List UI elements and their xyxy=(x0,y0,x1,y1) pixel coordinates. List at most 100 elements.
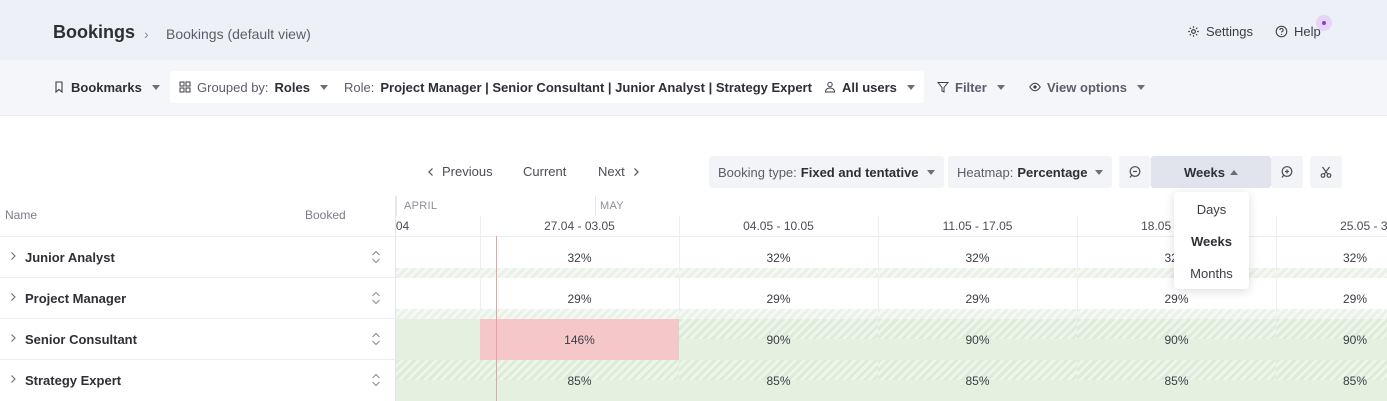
cell-value: 85% xyxy=(567,373,592,388)
chevron-down-icon xyxy=(926,169,935,175)
today-marker xyxy=(496,236,497,401)
timeline-grid: APRIL MAY 6.04 27.04 - 03.05 04.05 - 10.… xyxy=(396,196,1387,401)
filter-icon xyxy=(937,82,949,93)
booking-cell[interactable]: 85% xyxy=(480,360,679,401)
sort-icon[interactable] xyxy=(370,331,382,347)
settings-button[interactable]: Settings xyxy=(1187,24,1253,39)
cell-value: 29% xyxy=(1164,291,1189,306)
cell-value: 29% xyxy=(965,291,990,306)
zoom-out-button[interactable] xyxy=(1119,156,1151,188)
breadcrumb[interactable]: Bookings (default view) xyxy=(166,26,311,42)
bookmarks-dropdown[interactable]: Bookmarks xyxy=(44,71,169,103)
eye-icon xyxy=(1029,82,1041,92)
booking-type-prefix: Booking type: xyxy=(718,164,797,180)
view-options-label: View options xyxy=(1047,79,1127,95)
booking-cell[interactable]: 32% xyxy=(878,237,1077,278)
heatmap-prefix: Heatmap: xyxy=(957,164,1014,180)
week-header: 11.05 - 17.05 xyxy=(942,219,1013,233)
sort-icon[interactable] xyxy=(370,290,382,306)
previous-label: Previous xyxy=(442,164,493,179)
chevron-right-icon[interactable] xyxy=(9,251,17,261)
week-header: 04.05 - 10.05 xyxy=(743,219,814,233)
week-header: 6.04 xyxy=(396,219,410,233)
cell-value: 29% xyxy=(1342,291,1367,306)
help-label: Help xyxy=(1294,24,1321,39)
chevron-right-icon[interactable] xyxy=(9,292,17,302)
booking-cell[interactable]: 32% xyxy=(679,237,878,278)
chevron-down-icon xyxy=(1136,84,1145,90)
booking-cell[interactable]: 29% xyxy=(1077,278,1276,319)
help-button[interactable]: Help xyxy=(1275,24,1321,39)
heatmap-dropdown[interactable]: Heatmap: Percentage xyxy=(948,156,1113,188)
booking-cell[interactable]: 32% xyxy=(1276,237,1387,278)
booking-cell[interactable]: 90% xyxy=(679,319,878,360)
week-divider xyxy=(679,216,680,401)
filter-bar: Bookmarks Grouped by: Roles Role: Project … xyxy=(0,60,1387,116)
chevron-right-icon[interactable] xyxy=(9,333,17,343)
bookmarks-label: Bookmarks xyxy=(71,79,142,95)
booking-cell[interactable]: 90% xyxy=(1077,319,1276,360)
cell-value: 85% xyxy=(1342,373,1367,388)
chevron-right-icon[interactable] xyxy=(9,374,17,384)
cell-value: 85% xyxy=(766,373,791,388)
view-options-dropdown[interactable]: View options xyxy=(1020,71,1154,103)
booking-cell[interactable]: 85% xyxy=(1276,360,1387,401)
booking-cell-overbooked[interactable]: 146% xyxy=(480,319,679,360)
next-button[interactable]: Next xyxy=(598,164,641,179)
chevron-right-icon xyxy=(633,167,639,176)
scale-label: Weeks xyxy=(1184,164,1225,180)
booking-cell[interactable]: 85% xyxy=(1077,360,1276,401)
help-circle-icon xyxy=(1275,25,1288,38)
role-filter-dropdown[interactable]: Role: Project Manager | Senior Consultant… xyxy=(335,71,839,103)
previous-button[interactable]: Previous xyxy=(426,164,493,179)
scale-option-weeks[interactable]: Weeks xyxy=(1191,234,1232,249)
booking-cell[interactable] xyxy=(396,360,480,401)
column-header-name: Name xyxy=(5,208,38,222)
week-divider xyxy=(480,216,481,401)
cell-value: 90% xyxy=(766,332,791,347)
zoom-in-icon xyxy=(1281,166,1293,178)
booking-cell[interactable]: 29% xyxy=(878,278,1077,319)
user-icon xyxy=(824,81,836,93)
current-button[interactable]: Current xyxy=(523,164,566,179)
scale-option-months[interactable]: Months xyxy=(1190,266,1233,281)
cell-value: 90% xyxy=(1164,332,1189,347)
list-item[interactable]: Junior Analyst xyxy=(0,236,396,277)
filter-dropdown[interactable]: Filter xyxy=(928,71,1014,103)
scissors-icon xyxy=(1320,166,1332,178)
sort-icon[interactable] xyxy=(370,372,382,388)
cut-button[interactable] xyxy=(1310,156,1342,188)
list-item[interactable]: Senior Consultant xyxy=(0,318,396,359)
zoom-in-button[interactable] xyxy=(1271,156,1303,188)
week-divider xyxy=(1276,216,1277,401)
week-header: 25.05 - 31.05 xyxy=(1340,219,1387,233)
booking-cell[interactable]: 29% xyxy=(1276,278,1387,319)
booking-cell[interactable] xyxy=(396,237,480,278)
gear-icon xyxy=(1188,26,1199,37)
sort-icon[interactable] xyxy=(370,249,382,265)
booking-cell[interactable]: 90% xyxy=(878,319,1077,360)
list-item[interactable]: Strategy Expert xyxy=(0,359,396,400)
cell-value: 29% xyxy=(567,291,592,306)
cell-value: 85% xyxy=(965,373,990,388)
booking-cell[interactable]: 85% xyxy=(679,360,878,401)
booking-cell[interactable]: 85% xyxy=(878,360,1077,401)
scale-option-days[interactable]: Days xyxy=(1196,202,1227,217)
cell-value: 90% xyxy=(1342,332,1367,347)
booking-cell[interactable] xyxy=(396,319,480,360)
row-divider xyxy=(396,236,1387,237)
month-divider xyxy=(595,196,596,216)
scale-dropdown[interactable]: Weeks xyxy=(1151,156,1271,188)
users-dropdown[interactable]: All users xyxy=(815,71,924,103)
list-item[interactable]: Project Manager xyxy=(0,277,396,318)
users-label: All users xyxy=(842,79,897,95)
booking-type-dropdown[interactable]: Booking type: Fixed and tentative xyxy=(709,156,944,188)
booking-cell[interactable] xyxy=(396,278,480,319)
booking-cell[interactable]: 32% xyxy=(480,237,679,278)
grouped-by-dropdown[interactable]: Grouped by: Roles xyxy=(170,71,337,103)
booking-cell[interactable]: 29% xyxy=(679,278,878,319)
role-prefix: Role: xyxy=(344,79,375,95)
booking-cell[interactable]: 29% xyxy=(480,278,679,319)
filter-label: Filter xyxy=(955,79,987,95)
booking-cell[interactable]: 90% xyxy=(1276,319,1387,360)
